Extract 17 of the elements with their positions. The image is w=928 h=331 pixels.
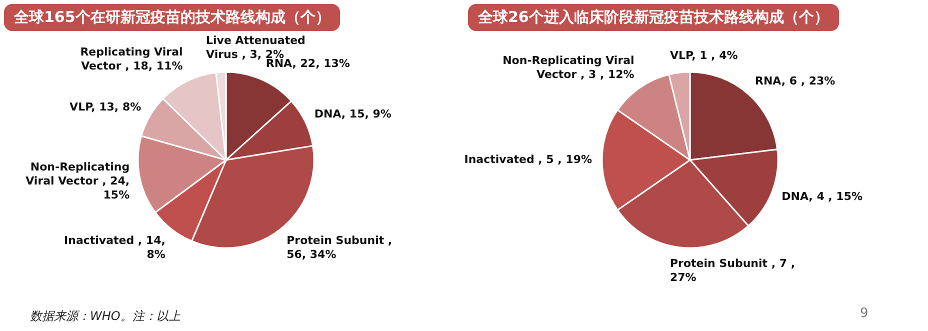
chart-title: 全球26个进入临床阶段新冠疫苗技术路线构成（个） [468,4,839,31]
chart-title: 全球165个在研新冠疫苗的技术路线构成（个） [4,4,340,31]
slice-label: VLP, 1 , 4% [670,48,738,62]
slice-label: RNA, 22, 13% [266,57,350,70]
slice-label: Protein Subunit , 7 , 27% [670,257,796,284]
slice-label: Non-Replicating Viral Vector , 24, 15% [26,160,130,202]
slice-label: VLP, 13, 8% [70,100,142,114]
slice-label: Inactivated , 14, 8% [64,234,166,262]
slice-label: Non-Replicating Viral Vector , 3 , 12% [502,54,634,81]
slice-label: DNA, 15, 9% [314,108,392,121]
source-note: 数据来源：WHO。注：以上 [30,308,180,325]
slice-label: Replicating Viral Vector , 18, 11% [80,45,183,72]
slice-label: DNA, 4 , 15% [782,190,863,204]
slice-label: RNA, 6 , 23% [754,74,836,88]
slice-label: Inactivated , 5 , 19% [464,153,592,166]
slice-label: Protein Subunit , 56, 34% [286,234,392,262]
text: 9 [860,306,868,321]
